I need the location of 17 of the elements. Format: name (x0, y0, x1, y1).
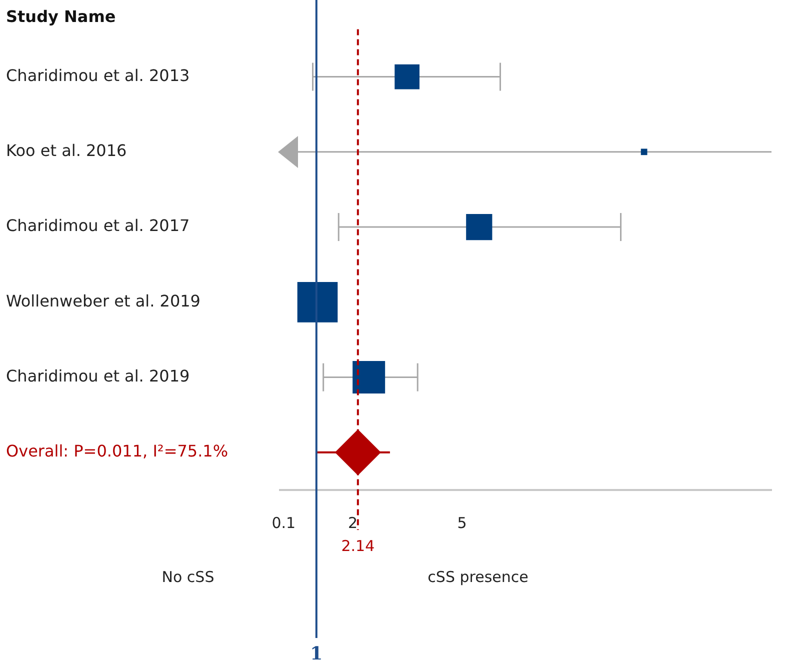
ref-line-label: 1 (310, 644, 323, 663)
text: No cSS (162, 568, 214, 586)
y-tick-label: Charidimou et al. 2013 (6, 66, 190, 85)
y-tick-label: Charidimou et al. 2017 (6, 216, 190, 236)
point (334, 429, 381, 476)
y-tick-label: Wollenweber et al. 2019 (6, 291, 200, 310)
text: Study Name (6, 6, 116, 26)
y-tick-label: Charidimou et al. 2019 (6, 366, 190, 386)
point (394, 64, 420, 90)
text: cSS presence (428, 568, 528, 586)
y-tick-label: Overall: P=0.011, I²=75.1% (6, 442, 228, 461)
x-tick-label: 2 (348, 514, 358, 532)
ref-line-label: 2.14 (341, 536, 375, 555)
x-tick-label: 5 (457, 514, 467, 532)
y-tick-label: Koo et al. 2016 (6, 141, 127, 160)
x-tick-label: 0.1 (272, 514, 296, 532)
point (466, 214, 492, 240)
